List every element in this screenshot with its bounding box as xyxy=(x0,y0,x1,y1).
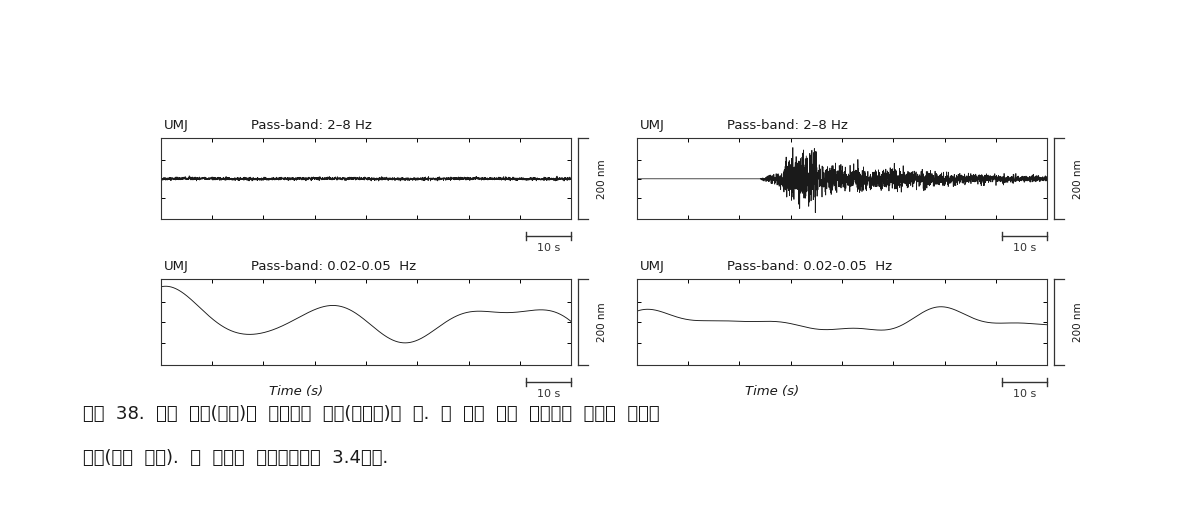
Text: Time (s): Time (s) xyxy=(269,385,324,398)
Text: Pass-band: 0.02-0.05  Hz: Pass-band: 0.02-0.05 Hz xyxy=(727,260,892,273)
Text: 10 s: 10 s xyxy=(1013,243,1036,253)
Text: Pass-band: 0.02-0.05  Hz: Pass-band: 0.02-0.05 Hz xyxy=(251,260,416,273)
Text: 200 nm: 200 nm xyxy=(597,159,607,198)
Text: 10 s: 10 s xyxy=(1013,389,1036,399)
Text: UMJ: UMJ xyxy=(164,119,189,132)
Text: 10 s: 10 s xyxy=(537,243,560,253)
Text: Pass-band: 2–8 Hz: Pass-band: 2–8 Hz xyxy=(251,119,371,132)
Text: 10 s: 10 s xyxy=(537,389,560,399)
Text: 200 nm: 200 nm xyxy=(1073,159,1083,198)
Text: 200 nm: 200 nm xyxy=(1073,303,1083,342)
Text: 그림  38.  느린  지진(왜쪽)과  일반적인  지진(오른쪽)의  예.  두  개의  다른  대역통과  필터가  적용되: 그림 38. 느린 지진(왜쪽)과 일반적인 지진(오른쪽)의 예. 두 개의 … xyxy=(83,405,660,422)
Text: UMJ: UMJ xyxy=(164,260,189,273)
Text: Time (s): Time (s) xyxy=(745,385,800,398)
Text: Pass-band: 2–8 Hz: Pass-band: 2–8 Hz xyxy=(727,119,847,132)
Text: 200 nm: 200 nm xyxy=(597,303,607,342)
Text: 었음(위와  아래).  두  지진의  모멘트규모는  3.4이다.: 었음(위와 아래). 두 지진의 모멘트규모는 3.4이다. xyxy=(83,449,389,467)
Text: UMJ: UMJ xyxy=(640,260,665,273)
Text: UMJ: UMJ xyxy=(640,119,665,132)
